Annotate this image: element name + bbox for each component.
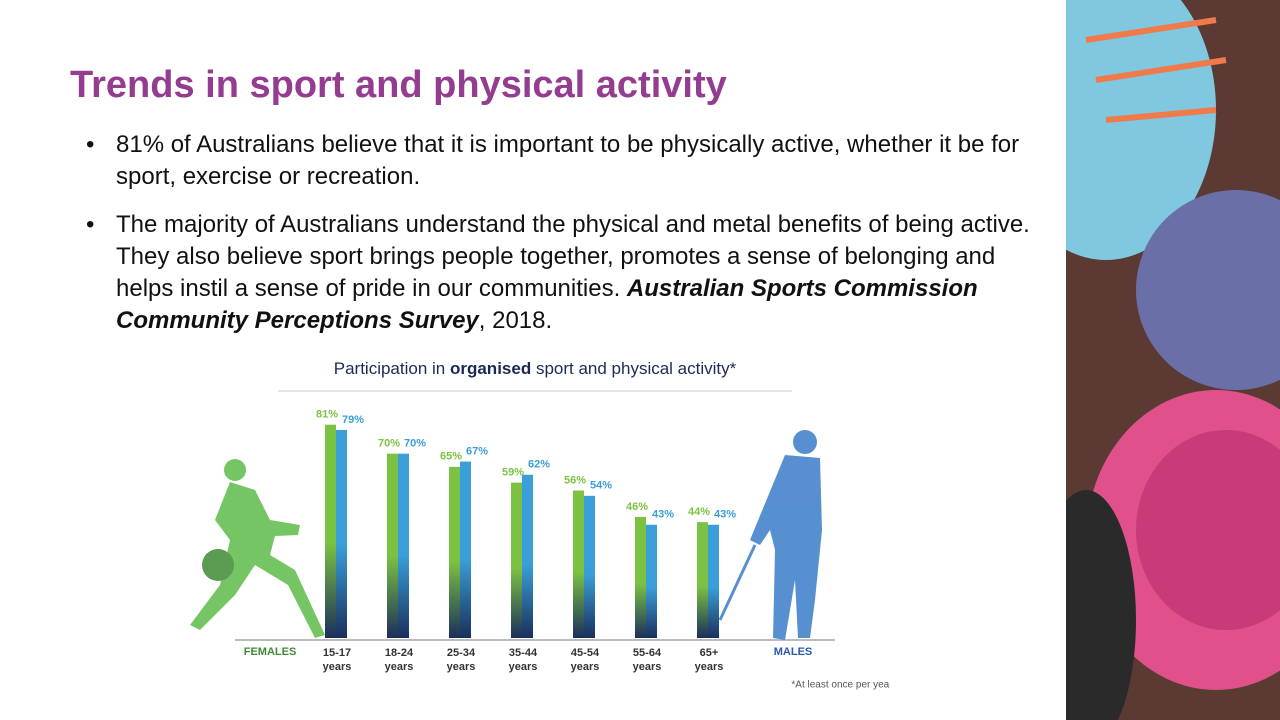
x-tick-label: 55-64 years xyxy=(632,647,662,673)
bar xyxy=(584,495,595,638)
citation: Australian Sports Commission Community P… xyxy=(116,275,978,334)
shoe-mesh xyxy=(1136,430,1280,630)
chart-svg: Participation in organised sport and phy… xyxy=(190,359,890,691)
bullet: 81% of Australians believe that it is im… xyxy=(86,129,1031,193)
value-label: 43% xyxy=(714,509,736,521)
slide-title: Trends in sport and physical activity xyxy=(70,64,727,106)
series-label: FEMALES xyxy=(244,646,297,658)
bar xyxy=(511,482,522,638)
chart-title: Participation in organised sport and phy… xyxy=(334,359,737,378)
value-label: 54% xyxy=(590,480,612,492)
title-part: Participation in xyxy=(334,359,450,378)
male-figure xyxy=(718,430,822,640)
title-part: organised xyxy=(450,359,531,378)
value-label: 62% xyxy=(528,459,550,471)
laces xyxy=(1085,17,1227,123)
bar xyxy=(336,429,347,638)
value-label: 67% xyxy=(466,445,488,457)
bar xyxy=(708,524,719,638)
x-tick-label: 45-54 years xyxy=(570,647,600,673)
value-label: 46% xyxy=(626,501,648,513)
value-label: 79% xyxy=(342,414,364,426)
x-tick-label: 65+ years xyxy=(694,647,724,673)
bar xyxy=(646,524,657,638)
bar xyxy=(573,490,584,638)
value-label: 43% xyxy=(652,509,674,521)
bar xyxy=(325,424,336,638)
x-tick-label: 18-24 years xyxy=(384,647,414,673)
value-label: 59% xyxy=(502,467,524,479)
bullet-text: The majority of Australians understand t… xyxy=(116,211,1030,302)
x-tick-label: 35-44 years xyxy=(508,647,538,673)
bar xyxy=(635,516,646,638)
bar xyxy=(449,466,460,638)
shoe xyxy=(1066,490,1136,720)
bar xyxy=(387,453,398,638)
bar xyxy=(697,522,708,638)
title-part: sport and physical activity* xyxy=(531,359,736,378)
value-label: 65% xyxy=(440,451,462,463)
chart: Participation in organised sport and phy… xyxy=(170,350,890,710)
bar xyxy=(522,474,533,638)
value-label: 70% xyxy=(378,438,400,450)
female-figure xyxy=(190,459,325,638)
photo xyxy=(1066,0,1280,720)
series-label: MALES xyxy=(774,646,813,658)
x-tick-label: 25-34 years xyxy=(446,647,476,673)
value-label: 56% xyxy=(564,474,586,486)
value-label: 70% xyxy=(404,438,426,450)
value-label: 44% xyxy=(688,506,710,518)
shoe xyxy=(1136,190,1280,390)
x-tick-label: 15-17 years xyxy=(322,647,352,673)
bullet: The majority of Australians understand t… xyxy=(86,209,1031,337)
bar xyxy=(398,453,409,638)
value-label: 81% xyxy=(316,409,338,421)
citation-tail: , 2018. xyxy=(478,307,553,334)
bar xyxy=(460,461,471,638)
footnote: *At least once per year xyxy=(791,680,890,691)
